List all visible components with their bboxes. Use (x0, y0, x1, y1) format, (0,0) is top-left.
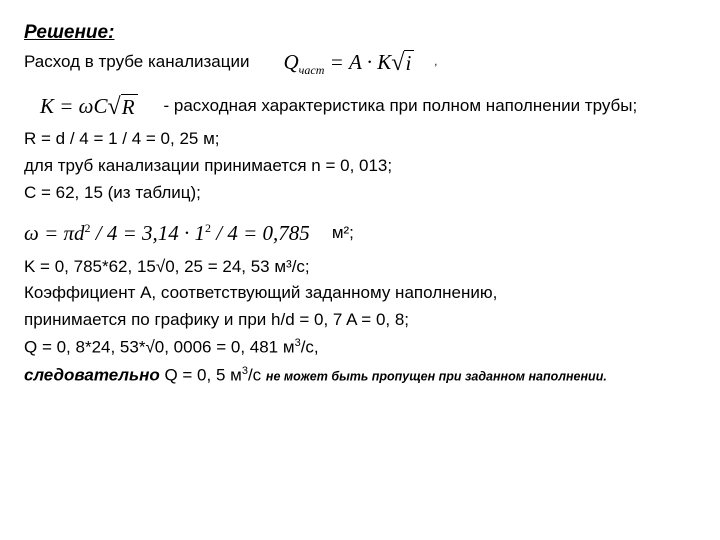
q-pre: Q = 0, 8*24, 53*√0, 0006 = 0, 481 м (24, 338, 295, 357)
line-n: для труб канализации принимается n = 0, … (24, 155, 696, 178)
formula-k: K = ωC√R (40, 92, 138, 120)
line-r: R = d / 4 = 1 / 4 = 0, 25 м; (24, 128, 696, 151)
concl-bold: следовательно (24, 366, 160, 385)
line-coef-a1: Коэффициент А, соответствующий заданному… (24, 282, 696, 305)
calc-block-1: R = d / 4 = 1 / 4 = 0, 25 м; для труб ка… (24, 128, 696, 205)
concl-small: не может быть пропущен при заданном напо… (266, 370, 607, 384)
omega-unit: м²; (332, 222, 354, 245)
concl-mid: Q = 0, 5 м (160, 366, 242, 385)
formula-q: Qчаст = A · K√i (283, 48, 414, 78)
line-coef-a2: принимается по графику и при h/d = 0, 7 … (24, 309, 696, 332)
line-q-calc: Q = 0, 8*24, 53*√0, 0006 = 0, 481 м3/c, (24, 336, 696, 360)
document-page: Решение: Расход в трубе канализации Qчас… (0, 0, 720, 540)
line-omega: ω = πd2 / 4 = 3,14 · 12 / 4 = 0,785 м²; (24, 219, 696, 247)
line-k-calc: K = 0, 785*62, 15√0, 25 = 24, 53 м³/с; (24, 256, 696, 279)
formula-omega: ω = πd2 / 4 = 3,14 · 12 / 4 = 0,785 (24, 219, 310, 247)
q-post: /c, (301, 338, 319, 357)
line-c: С = 62, 15 (из таблиц); (24, 182, 696, 205)
line-k-formula: K = ωC√R - расходная характеристика при … (24, 92, 696, 120)
solution-title: Решение: (24, 20, 696, 46)
comma: , (434, 55, 437, 70)
line-flow-formula: Расход в трубе канализации Qчаст = A · K… (24, 48, 696, 78)
line1-text: Расход в трубе канализации (24, 51, 249, 74)
line-conclusion: следовательно Q = 0, 5 м3/с не может быт… (24, 364, 696, 388)
concl-mid2: /с (248, 366, 266, 385)
line2-text: - расходная характеристика при полном на… (164, 95, 638, 118)
calc-block-2: K = 0, 785*62, 15√0, 25 = 24, 53 м³/с; К… (24, 256, 696, 388)
